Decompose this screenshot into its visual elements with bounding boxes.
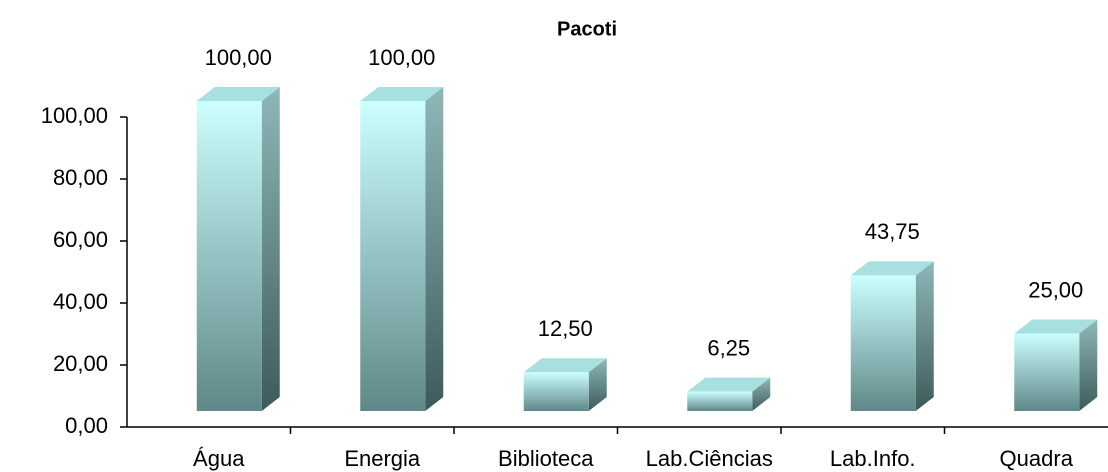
bar-top — [360, 87, 444, 101]
bar-top — [687, 377, 771, 392]
bar-front — [360, 101, 426, 411]
value-label: 6,25 — [707, 335, 750, 360]
bar — [523, 358, 607, 411]
value-label: 25,00 — [1028, 277, 1083, 302]
bar-front — [196, 101, 262, 411]
bar-top — [1014, 319, 1098, 334]
x-tick-label: Lab.Ciências — [646, 446, 773, 471]
value-label: 43,75 — [865, 219, 920, 244]
value-label: 12,50 — [538, 316, 593, 341]
value-label: 100,00 — [368, 45, 435, 70]
bar-top — [850, 261, 934, 276]
bar-front — [1014, 333, 1080, 411]
bar — [850, 261, 934, 411]
bar-side — [425, 87, 444, 411]
bar-side — [1079, 319, 1098, 411]
y-tick-label: 80,00 — [53, 165, 108, 190]
y-tick-label: 0,00 — [65, 413, 108, 438]
bar — [196, 87, 280, 411]
x-tick-label: Energia — [344, 446, 421, 471]
bar — [687, 377, 771, 411]
y-tick-label: 40,00 — [53, 289, 108, 314]
bar — [360, 87, 444, 411]
bar-side — [588, 358, 607, 411]
bar-front — [850, 275, 916, 411]
y-tick-label: 100,00 — [41, 103, 108, 128]
value-label: 100,00 — [205, 45, 272, 70]
bar-top — [196, 87, 280, 101]
bar-front — [523, 372, 589, 411]
y-tick-label: 60,00 — [53, 227, 108, 252]
x-tick-label: Quadra — [1000, 446, 1074, 471]
x-tick-label: Biblioteca — [498, 446, 594, 471]
bar-top — [523, 358, 607, 373]
bar-front — [687, 391, 753, 411]
bar — [1014, 319, 1098, 411]
x-tick-label: Lab.Info. — [830, 446, 916, 471]
bar-side — [915, 261, 934, 411]
x-tick-label: Água — [193, 446, 245, 471]
bar-side — [752, 377, 771, 411]
y-tick-label: 20,00 — [53, 351, 108, 376]
bar-side — [261, 87, 280, 411]
chart-title: Pacoti — [557, 18, 617, 40]
